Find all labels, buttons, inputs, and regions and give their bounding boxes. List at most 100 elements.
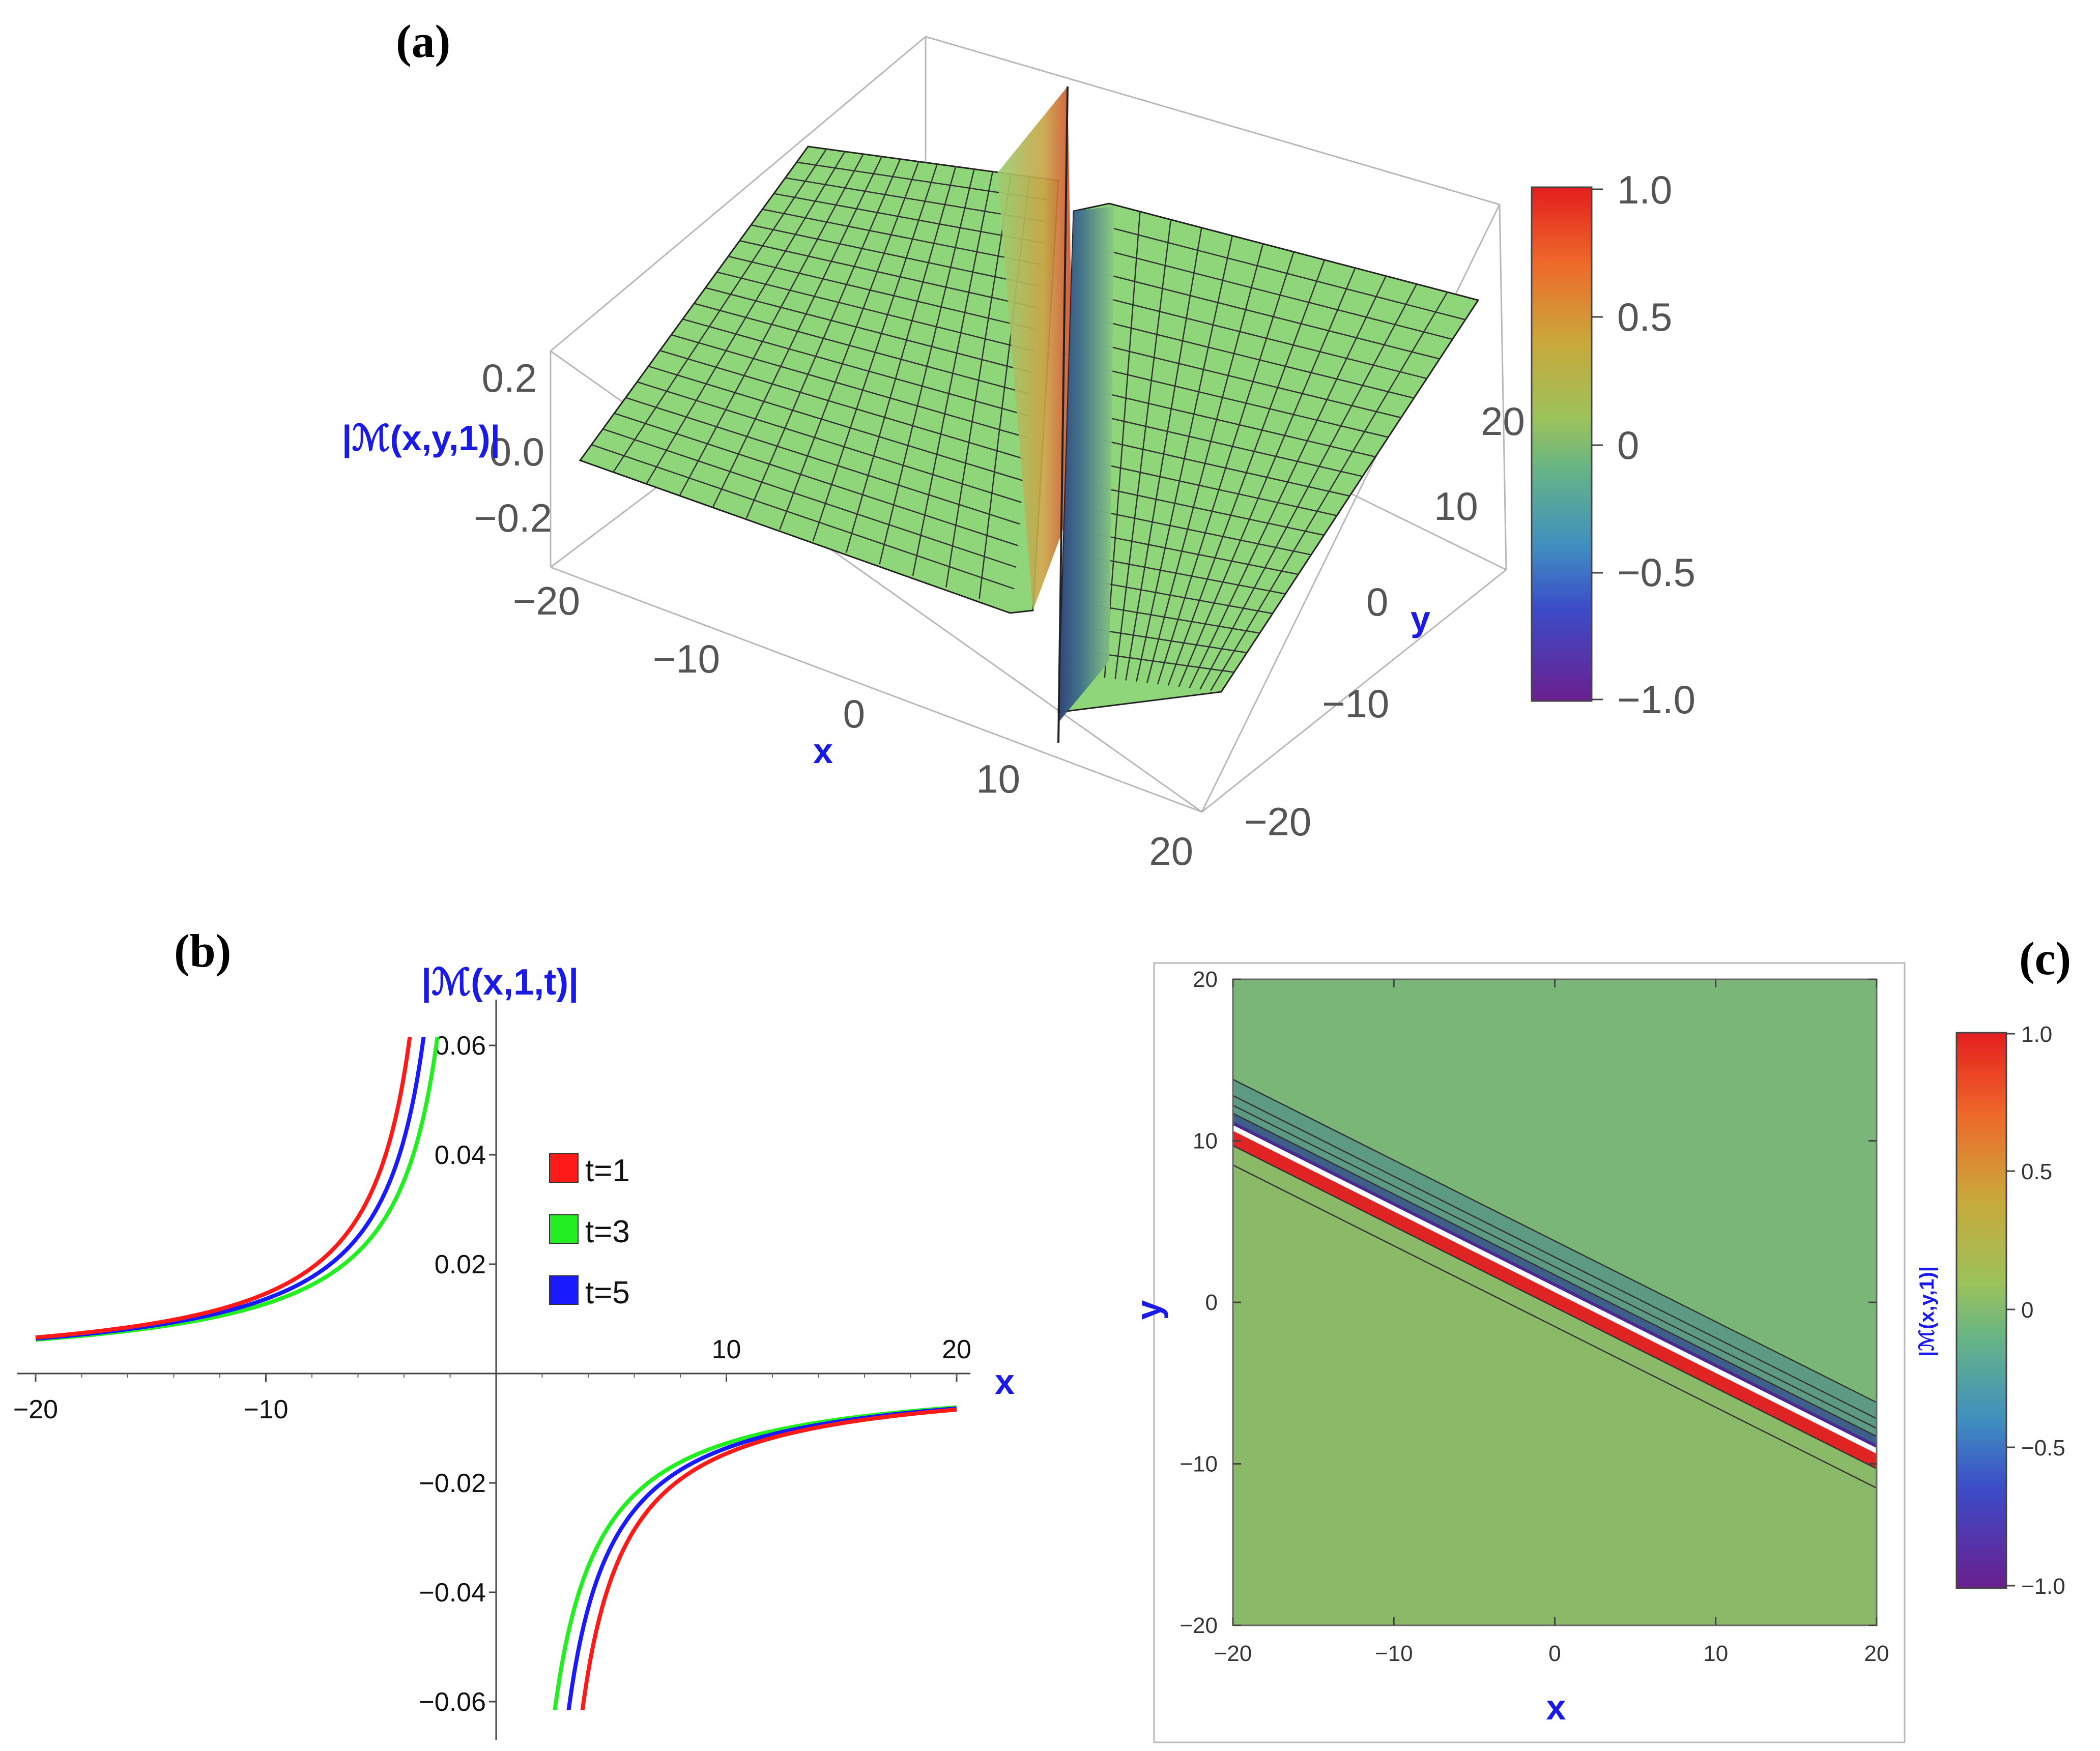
panel-a-y-tick: 10	[1434, 484, 1478, 529]
panel-c-contour-line	[1232, 1164, 1877, 1489]
panel-b-x-label: x	[995, 1362, 1015, 1402]
panel-a-colorbar	[1531, 186, 1593, 702]
panel-b-x-tick: 20	[942, 1335, 971, 1364]
panel-a-mesh-line	[682, 318, 1029, 417]
panel-b-y-tick: −0.06	[419, 1687, 486, 1717]
panel-c: (c) −20 −10 0 10 20 20 10 0 −10 −20 y x 1.0 0.5 0…	[1129, 932, 2071, 1743]
panel-c-y-tick: −20	[1180, 1613, 1218, 1638]
panel-b-series-t5-right	[566, 1406, 957, 1711]
panel-a-mesh-line	[762, 209, 1042, 266]
panel-a-mesh-line	[671, 334, 1027, 439]
panel-a-y-tick: −20	[1244, 799, 1311, 844]
panel-c-upper-region	[1233, 979, 1877, 1403]
panel-c-colorbar-tick: 0.5	[2021, 1159, 2052, 1184]
panel-b-x-tick: −20	[13, 1395, 58, 1424]
legend-swatch-t1	[549, 1153, 579, 1183]
legend-label-t5: t=5	[585, 1275, 630, 1310]
panel-a-mesh-line	[1114, 219, 1172, 680]
panel-c-y-tick: 10	[1193, 1129, 1218, 1154]
panel-c-colorbar-tick: 0	[2021, 1298, 2033, 1323]
panel-c-x-tick: −10	[1375, 1641, 1413, 1666]
panel-a-x-tick: −10	[653, 636, 720, 681]
panel-a-mesh-line	[1210, 291, 1448, 691]
panel-b-y-tick: 0.06	[435, 1031, 486, 1061]
panel-c-x-tick: −20	[1214, 1641, 1252, 1666]
panel-b-y-tick: 0.02	[435, 1250, 486, 1279]
panel-c-contour-line	[1232, 1078, 1877, 1403]
panel-a-mesh-line	[1199, 283, 1418, 690]
panel-a-x-tick: 20	[1149, 829, 1193, 873]
legend-swatch-t3	[549, 1214, 579, 1244]
panel-a-mesh-line	[945, 173, 1012, 588]
panel-a-mesh-line	[1167, 259, 1326, 686]
panel-a-z-tick: 0.2	[482, 356, 537, 400]
panel-b-series-t3-left	[35, 1036, 440, 1342]
panel-c-contour-line	[1232, 1104, 1877, 1429]
panel-b-y-tick: −0.04	[419, 1578, 486, 1608]
panel-b-y-tick: 0.04	[435, 1141, 486, 1170]
panel-c-colorbar-label: |ℳ(x,y,1)|	[1916, 1266, 1938, 1357]
panel-c-colorbar-tick: −1.0	[2021, 1574, 2065, 1599]
panel-a-mesh-line	[1189, 275, 1387, 689]
panel-a-label: (a)	[396, 15, 450, 67]
panel-c-colorbar	[1955, 1032, 2007, 1589]
panel-a-y-tick: −10	[1322, 681, 1389, 726]
panel-a-mesh-line	[602, 428, 1017, 568]
panel-a-z-label: |ℳ(x,y,1)|	[342, 418, 500, 458]
panel-b-label: (b)	[174, 925, 231, 977]
panel-a-x-tick: −20	[513, 578, 580, 623]
panel-c-y-label: y	[1129, 1300, 1168, 1320]
panel-b-x-tick: 10	[712, 1335, 741, 1364]
panel-a-mesh-line	[728, 255, 1036, 330]
panel-b-plot: −20 −10 10 20 0.02 0.04 0.06 −0.02 −0.04 −0.06	[13, 1000, 971, 1740]
panel-b-series-t1-right	[580, 1407, 957, 1711]
panel-a-mesh-line	[779, 161, 920, 530]
panel-c-contour-line	[1232, 1095, 1877, 1419]
panel-a-x-tick: 0	[843, 691, 865, 736]
panel-a-mesh-line	[1178, 268, 1356, 687]
panel-c-x-tick: 10	[1703, 1641, 1728, 1666]
panel-a-mesh-line	[1104, 211, 1141, 678]
panel-a-mesh-line	[845, 165, 957, 553]
panel-c-colorbar-tick: 1.0	[2021, 1022, 2052, 1047]
panel-a-mesh-line	[613, 149, 827, 473]
panel-a-mesh-line	[712, 156, 883, 507]
panel-c-colorbar-tick: −0.5	[2021, 1436, 2065, 1461]
panel-b-legend: t=1 t=3 t=5	[549, 1153, 630, 1310]
panel-a-colorbar-tick: 1.0	[1617, 167, 1672, 212]
panel-b-series-t5-left	[35, 1036, 426, 1341]
panel-a-y-tick: 0	[1366, 579, 1388, 624]
panel-c-x-tick: 0	[1548, 1641, 1561, 1666]
panel-a-mesh-line	[648, 365, 1024, 482]
panel-c-contour-line	[1232, 1113, 1877, 1437]
panel-c-y-tick: 0	[1205, 1290, 1218, 1315]
panel-c-plot: −20 −10 0 10 20 20 10 0 −10 −20	[1180, 967, 1889, 1666]
panel-c-x-label: x	[1546, 1687, 1566, 1727]
panel-a-colorbar-tick: −0.5	[1617, 550, 1695, 595]
legend-swatch-t5	[549, 1275, 579, 1305]
panel-a-mesh-line	[625, 397, 1020, 525]
panel-a-colorbar-tick: 0	[1617, 423, 1639, 468]
panel-b-series-t3-right	[553, 1405, 957, 1711]
panel-a-mesh-line	[694, 303, 1031, 395]
panel-b-series-t1-left	[35, 1036, 412, 1340]
panel-a-mesh-line	[1157, 251, 1294, 685]
panel-a-mesh-line	[739, 240, 1038, 309]
panel-c-contour-line	[1232, 1145, 1877, 1470]
panel-a-mesh-line	[751, 224, 1040, 287]
legend-label-t3: t=3	[585, 1214, 630, 1249]
panel-a-mesh-line	[646, 151, 846, 484]
panel-a-mesh-line	[659, 349, 1025, 460]
panel-c-y-tick: −10	[1180, 1452, 1218, 1477]
panel-a-z-tick: −0.2	[474, 495, 552, 540]
panel-a-mesh-line	[679, 153, 865, 495]
panel-a-x-tick: 10	[976, 756, 1020, 801]
panel-a-singular-line	[1057, 86, 1069, 743]
panel-c-x-tick: 20	[1864, 1641, 1889, 1666]
panel-b-y-label: |ℳ(x,1,t)|	[421, 962, 579, 1003]
panel-a-y-tick: 20	[1481, 399, 1525, 444]
panel-a-x-label: x	[813, 731, 833, 771]
panel-a-z-tick: 0.0	[490, 429, 544, 474]
panel-a-mesh-line	[637, 381, 1022, 503]
